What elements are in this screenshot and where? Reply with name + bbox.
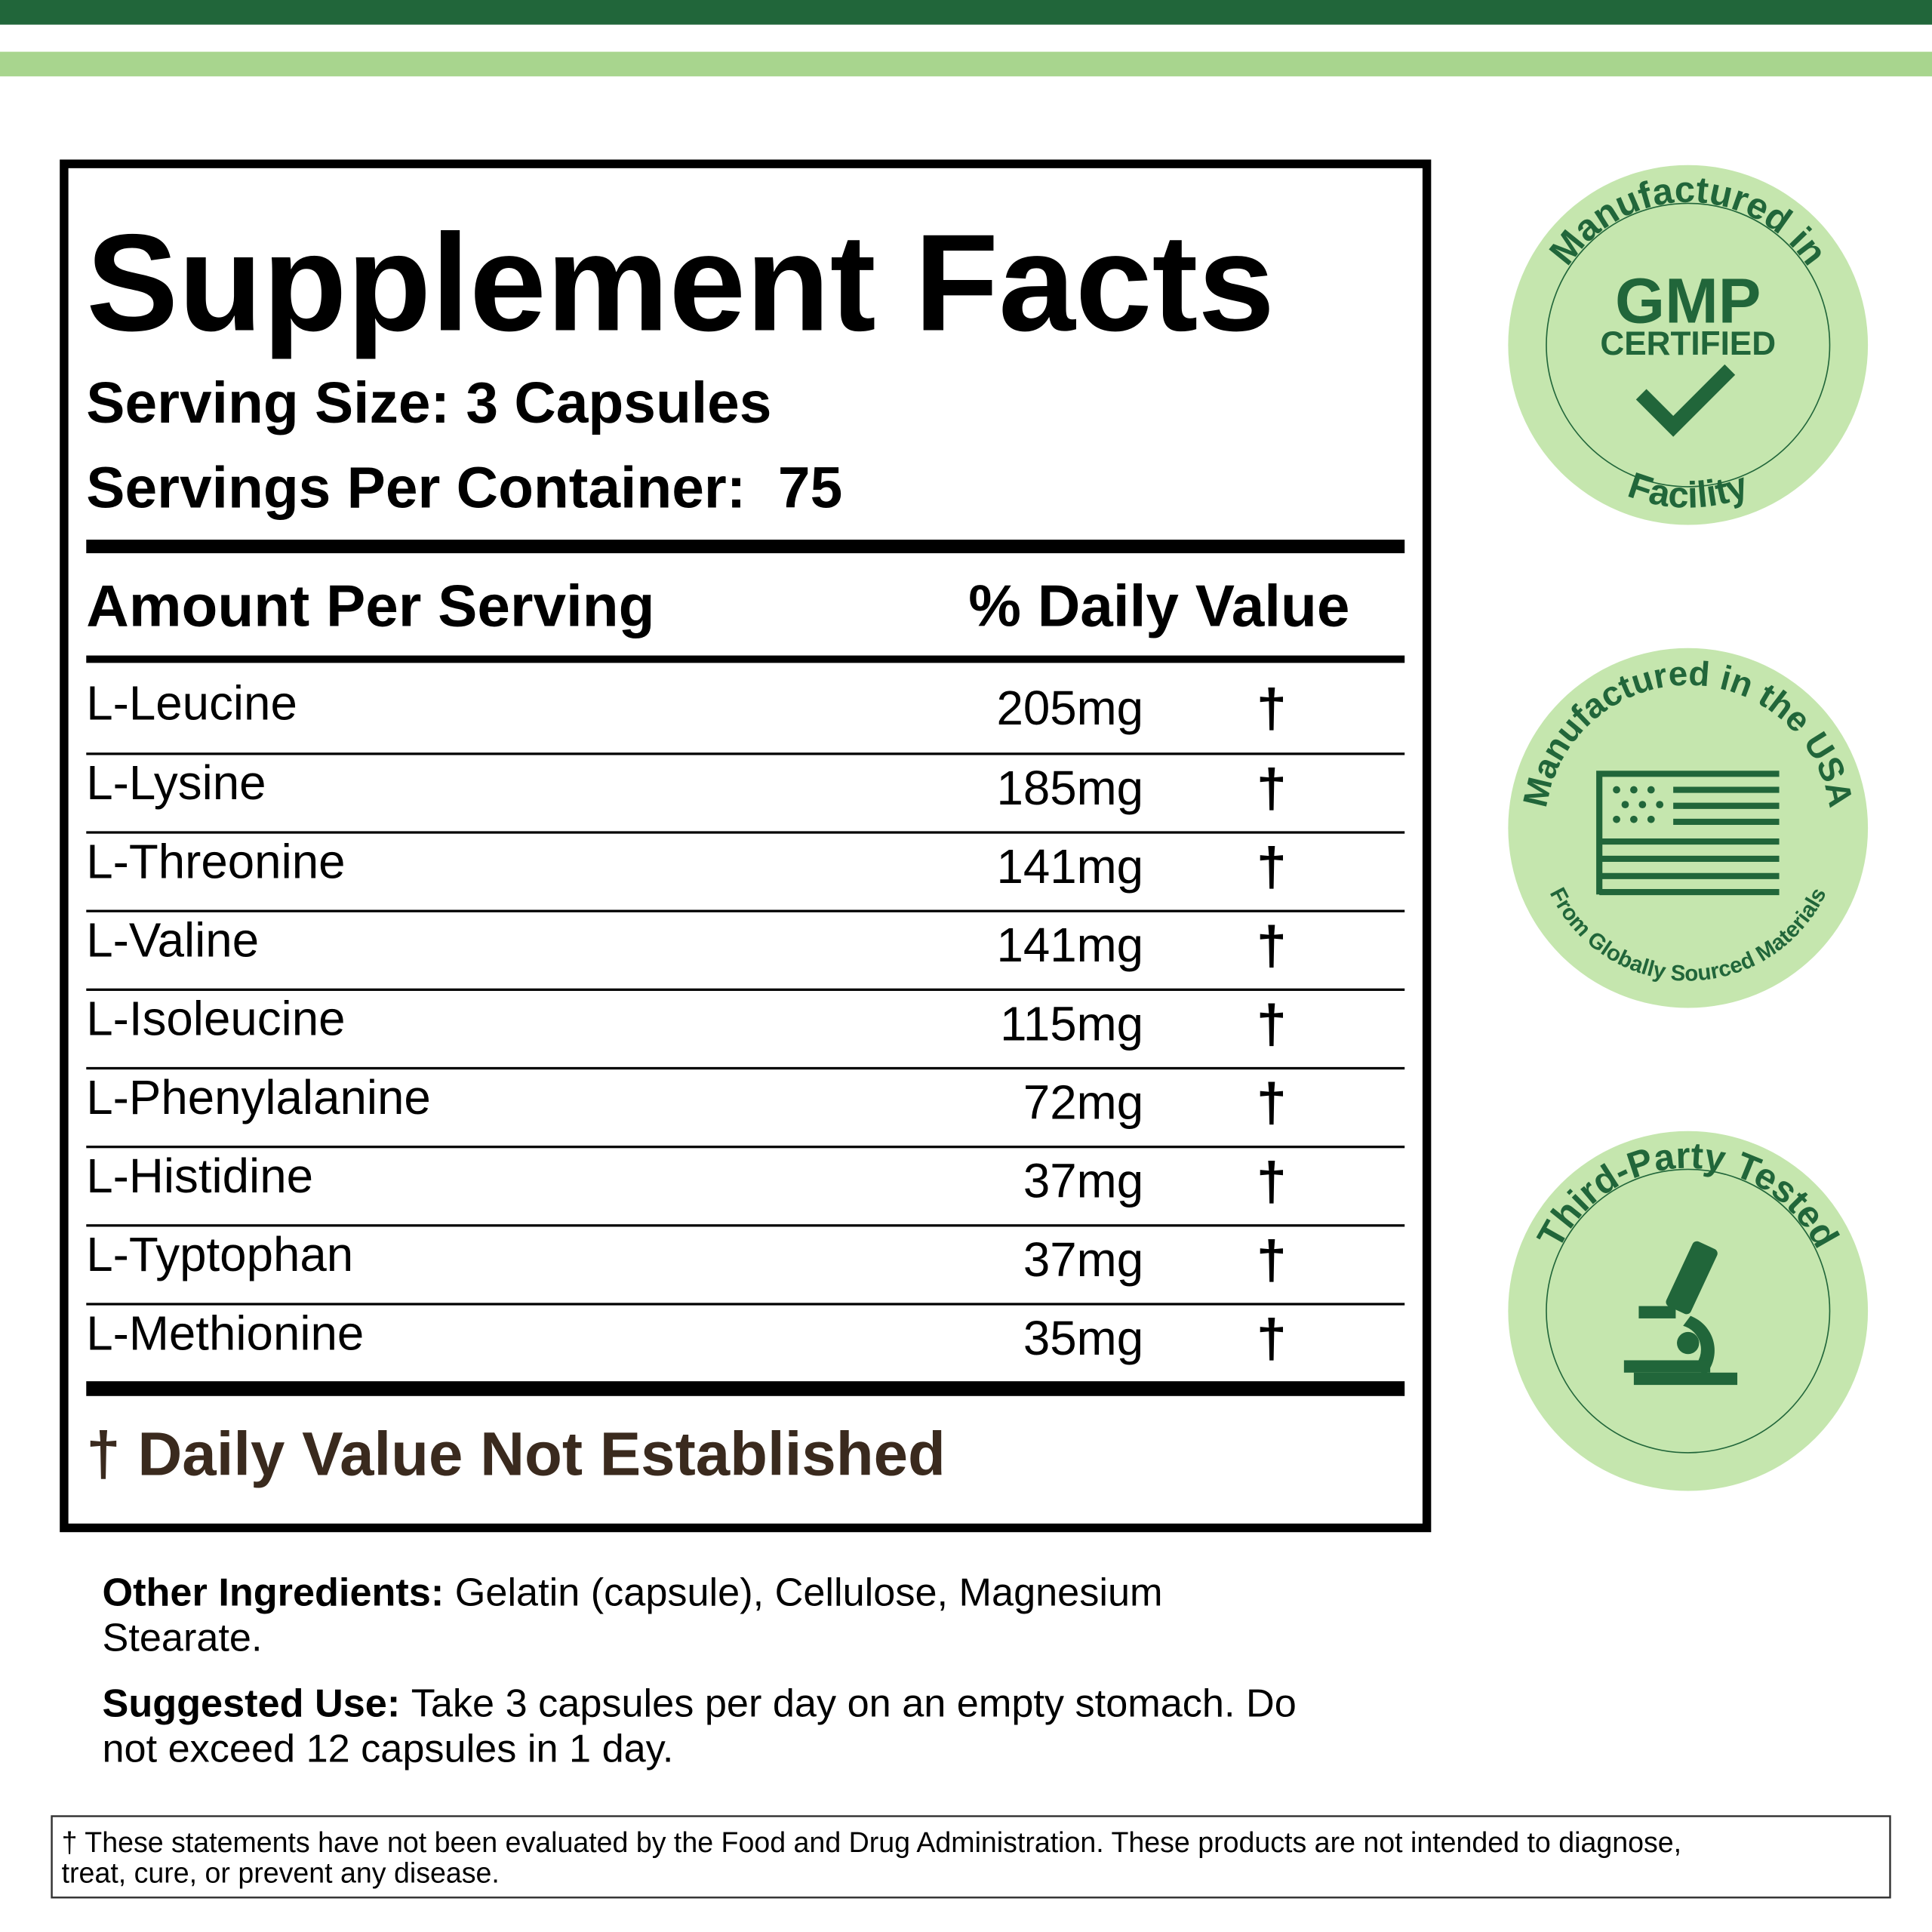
column-header: Amount Per Serving bbox=[86, 572, 654, 638]
amount: 141mg bbox=[996, 918, 1143, 972]
ingredient: L-Threonine bbox=[86, 835, 345, 888]
row-rule bbox=[86, 752, 1405, 755]
badge-main: GMP bbox=[1615, 265, 1761, 337]
badge: Third-Party Tested bbox=[1508, 1131, 1869, 1491]
ingredient: L-Methionine bbox=[86, 1306, 364, 1360]
top-bar bbox=[0, 0, 1932, 25]
rule bbox=[86, 655, 1405, 663]
daily-value: † bbox=[1257, 1309, 1287, 1369]
badge: Manufactured in GMP CERTIFIED Facility bbox=[1508, 165, 1869, 525]
amount: 185mg bbox=[996, 761, 1143, 815]
daily-value: † bbox=[1257, 837, 1287, 897]
badge-sub: CERTIFIED bbox=[1600, 325, 1776, 362]
ingredient: L-Phenylalanine bbox=[86, 1071, 431, 1124]
amount: 205mg bbox=[996, 681, 1143, 735]
daily-value: † bbox=[1257, 915, 1287, 976]
daily-value: † bbox=[1257, 1230, 1287, 1291]
text: Stearate. bbox=[103, 1617, 263, 1660]
ingredient: L-Typtophan bbox=[86, 1228, 353, 1281]
amount: 115mg bbox=[1000, 997, 1143, 1051]
amount: 37mg bbox=[1023, 1233, 1143, 1287]
disclaimer: treat, cure, or prevent any disease. bbox=[62, 1857, 500, 1889]
daily-value: † bbox=[1257, 1073, 1287, 1134]
ingredient: L-Leucine bbox=[86, 676, 297, 730]
disclaimer: † These statements have not been evaluat… bbox=[62, 1826, 1681, 1858]
amount: 35mg bbox=[1023, 1312, 1143, 1365]
title: Supplement Facts bbox=[86, 205, 1275, 360]
row-rule bbox=[86, 988, 1405, 991]
daily-value: † bbox=[1257, 995, 1287, 1055]
column-header: % Daily Value bbox=[968, 572, 1349, 638]
facts-box bbox=[60, 159, 1432, 1533]
disclaimer-box bbox=[51, 1815, 1891, 1899]
rule bbox=[86, 1381, 1405, 1396]
ingredient: L-Histidine bbox=[86, 1149, 313, 1203]
suggested-use: Suggested Use: Take 3 capsules per day o… bbox=[103, 1681, 1308, 1770]
amount: 37mg bbox=[1023, 1155, 1143, 1208]
text: not exceed 12 capsules in 1 day. bbox=[103, 1727, 674, 1771]
rule bbox=[86, 540, 1405, 554]
row-rule bbox=[86, 831, 1405, 834]
ingredient: L-Lysine bbox=[86, 756, 266, 810]
badge: Manufactured in the USA From Globally So… bbox=[1508, 648, 1869, 1008]
row-rule bbox=[86, 1066, 1405, 1070]
row-rule bbox=[86, 1224, 1405, 1227]
text: Gelatin (capsule), Cellulose, Magnesium bbox=[455, 1571, 1163, 1614]
row-rule bbox=[86, 1303, 1405, 1306]
daily-value: † bbox=[1257, 678, 1287, 739]
other-ingredients: Other Ingredients: Gelatin (capsule), Ce… bbox=[103, 1571, 1174, 1660]
text: Take 3 capsules per day on an empty stom… bbox=[411, 1681, 1297, 1725]
servings-per-container: Servings Per Container: 75 bbox=[86, 457, 842, 521]
rows: L-Leucine 205mg † L-Lysine 185mg † L-Threonine… bbox=[86, 676, 1405, 1369]
row-rule bbox=[86, 1146, 1405, 1149]
label: Other Ingredients: bbox=[103, 1571, 445, 1614]
daily-value: † bbox=[1257, 758, 1287, 819]
row-rule bbox=[86, 909, 1405, 912]
amount: 72mg bbox=[1023, 1075, 1143, 1129]
top-bar-light bbox=[0, 51, 1932, 77]
label: Suggested Use: bbox=[103, 1681, 401, 1725]
amount: 141mg bbox=[996, 840, 1143, 894]
ingredient: L-Valine bbox=[86, 914, 259, 968]
serving-size: Serving Size: 3 Capsules bbox=[86, 371, 771, 435]
footnote: † Daily Value Not Established bbox=[86, 1420, 946, 1488]
ingredient: L-Isoleucine bbox=[86, 992, 345, 1046]
daily-value: † bbox=[1257, 1152, 1287, 1212]
